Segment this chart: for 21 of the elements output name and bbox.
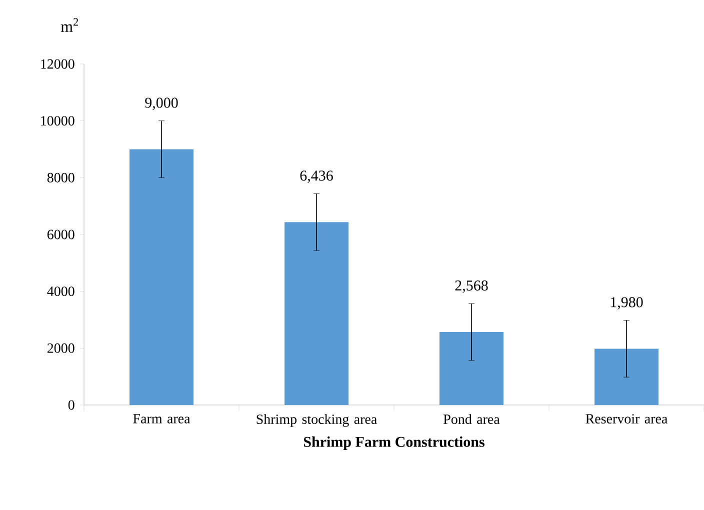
data-label: 9,000: [145, 98, 178, 110]
y-tick-label: 10000: [41, 116, 74, 126]
y-tick-label: 4000: [47, 286, 74, 296]
x-tick-label: Reservoir area: [586, 414, 668, 424]
x-tick-label: Farm area: [133, 414, 190, 424]
data-label: 2,568: [455, 280, 488, 293]
bar: [130, 149, 194, 405]
y-tick-label: 8000: [47, 172, 74, 182]
bar: [284, 222, 348, 405]
x-axis-title: Shrimp Farm Constructions: [304, 436, 484, 450]
bar: [594, 348, 658, 405]
y-axis-title: m$^{2}$: [60, 18, 78, 32]
y-tick-label: 2000: [47, 343, 74, 353]
y-tick-label: 6000: [47, 230, 74, 240]
x-tick-label: Pond area: [444, 414, 500, 424]
y-tick-label: 0: [68, 400, 74, 410]
data-label: 1,980: [610, 297, 643, 310]
x-tick-label: Shrimp stocking area: [256, 414, 377, 427]
bar: [440, 332, 504, 405]
y-tick-label: 12000: [41, 59, 74, 69]
data-label: 6,436: [300, 170, 333, 183]
